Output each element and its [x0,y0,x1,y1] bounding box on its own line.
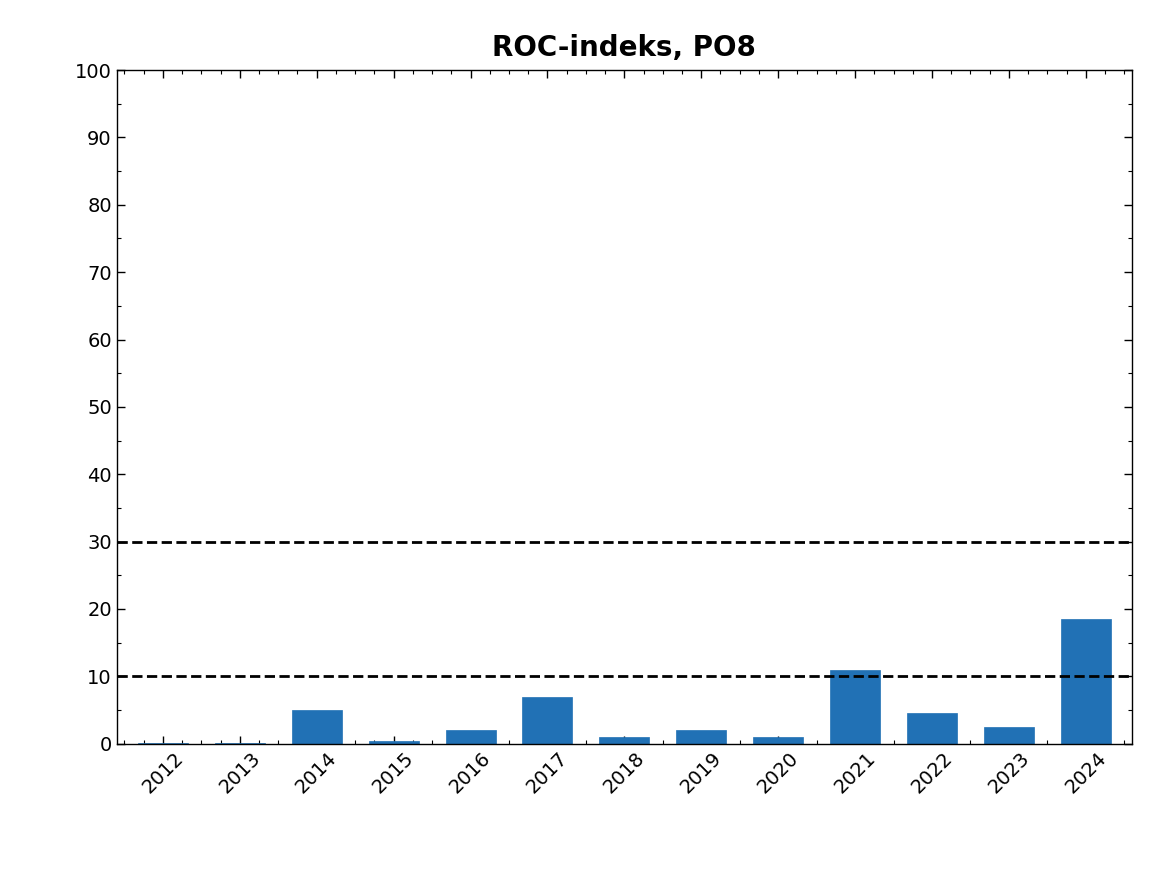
Bar [830,669,880,744]
Title: ROC-indeks, PO8: ROC-indeks, PO8 [492,34,756,62]
Bar [676,731,726,744]
Bar [984,727,1034,744]
Bar [369,741,419,744]
Bar [215,743,265,744]
Bar [292,710,342,744]
Bar [753,737,803,744]
Bar [907,713,957,744]
Bar [446,731,496,744]
Bar [1061,620,1111,744]
Bar [600,737,649,744]
Bar [138,743,188,744]
Bar [523,696,573,744]
